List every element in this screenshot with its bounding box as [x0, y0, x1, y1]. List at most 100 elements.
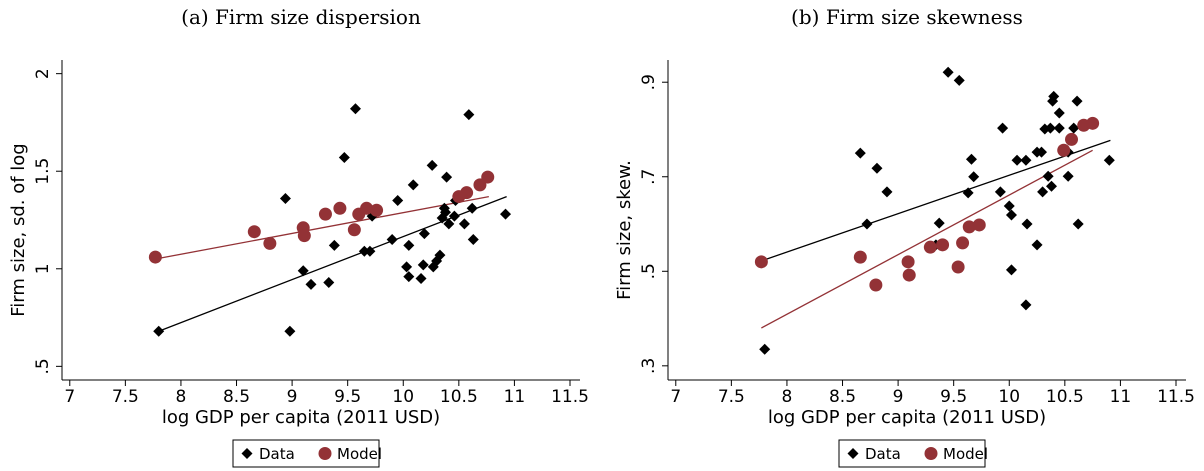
data-point — [1068, 122, 1080, 134]
legend-box — [232, 439, 380, 468]
data-point — [284, 325, 296, 337]
fit-line — [761, 139, 1111, 262]
model-point — [318, 207, 332, 221]
data-point — [1031, 239, 1043, 251]
model-point — [869, 278, 883, 292]
data-point — [364, 245, 376, 257]
data-point — [1035, 146, 1047, 158]
data-point — [933, 217, 945, 229]
data-point — [942, 66, 954, 78]
data-point — [968, 171, 980, 183]
x-axis-label: log GDP per capita (2011 USD) — [768, 407, 1046, 428]
model-point — [754, 255, 768, 269]
data-point — [1062, 170, 1074, 182]
x-tick-label: 8.5 — [829, 387, 856, 407]
data-point — [439, 206, 451, 218]
data-point — [448, 210, 460, 222]
data-point — [426, 159, 438, 171]
data-point — [962, 187, 974, 199]
data-point — [153, 325, 165, 337]
data-point — [323, 276, 335, 288]
model-point — [360, 201, 374, 215]
data-point — [1037, 186, 1049, 198]
x-axis-label: log GDP per capita (2011 USD) — [162, 407, 440, 428]
x-tick-label: 10.5 — [1046, 387, 1084, 407]
data-point — [1042, 170, 1054, 182]
data-point — [392, 194, 404, 206]
y-axis-label: Firm size, sd. of log — [8, 143, 29, 317]
model-point — [1086, 116, 1100, 130]
data-point — [500, 208, 512, 220]
y-tick-label: 1 — [33, 263, 53, 274]
x-tick-label: 10.5 — [440, 387, 478, 407]
model-point — [951, 260, 965, 274]
data-point — [1003, 200, 1015, 212]
x-tick-label: 10 — [392, 387, 414, 407]
x-tick-label: 11.5 — [1157, 387, 1195, 407]
data-point — [1072, 218, 1084, 230]
data-point — [458, 218, 470, 230]
fit-line — [155, 195, 489, 260]
data-point — [328, 239, 340, 251]
legend-marker — [924, 447, 938, 460]
legend-marker — [847, 448, 859, 459]
data-point — [1053, 122, 1065, 134]
legend-box — [838, 439, 986, 468]
y-tick-label: .3 — [639, 358, 659, 374]
x-tick-label: 7.5 — [112, 387, 139, 407]
model-point — [901, 255, 915, 269]
y-tick-label: .5 — [33, 358, 53, 374]
data-point — [1103, 154, 1115, 166]
data-point — [297, 265, 309, 277]
data-point — [441, 171, 453, 183]
data-point — [1044, 122, 1056, 134]
data-point — [386, 234, 398, 246]
data-point — [759, 343, 771, 355]
data-point — [467, 234, 479, 246]
data-point — [1071, 95, 1083, 107]
x-tick-label: 9 — [893, 387, 904, 407]
x-tick-label: 9.5 — [334, 387, 361, 407]
data-point — [463, 109, 475, 121]
x-tick-label: 9.5 — [940, 387, 967, 407]
data-point — [466, 202, 478, 214]
data-point — [401, 261, 413, 273]
x-tick-label: 8 — [782, 387, 793, 407]
data-point — [1048, 90, 1060, 102]
model-point — [263, 236, 277, 250]
data-point — [415, 273, 427, 285]
legend-marker — [241, 448, 253, 459]
data-point — [953, 74, 965, 86]
data-point — [403, 239, 415, 251]
model-point — [936, 238, 950, 252]
data-point — [1053, 107, 1065, 119]
x-tick-label: 9 — [287, 387, 298, 407]
data-point — [997, 122, 1009, 134]
data-point — [1020, 299, 1032, 311]
model-point — [297, 229, 311, 243]
data-point — [1020, 154, 1032, 166]
y-axis-label: Firm size, skew. — [614, 160, 635, 300]
y-tick-label: .5 — [639, 263, 659, 279]
model-point — [1065, 132, 1079, 146]
model-point — [481, 170, 495, 184]
data-point — [407, 179, 419, 191]
model-point — [333, 201, 347, 215]
legend-label: Model — [943, 445, 988, 463]
data-point — [358, 245, 370, 257]
subplot-title: (b) Firm size skewness — [791, 5, 1023, 29]
x-tick-label: 8.5 — [223, 387, 250, 407]
data-point — [1021, 218, 1033, 230]
legend-marker — [318, 447, 332, 460]
data-point — [1005, 264, 1017, 276]
legend-label: Data — [259, 445, 295, 463]
data-point — [338, 152, 350, 164]
data-point — [1011, 154, 1023, 166]
data-point — [305, 278, 317, 290]
model-point — [956, 236, 970, 250]
subplot: (b) Firm size skewness .3 .5 .7 .9 7 7.5 8 8.5 9 9… — [614, 5, 1195, 468]
x-tick-label: 7 — [670, 387, 681, 407]
model-point — [347, 223, 361, 237]
model-point — [148, 250, 162, 264]
